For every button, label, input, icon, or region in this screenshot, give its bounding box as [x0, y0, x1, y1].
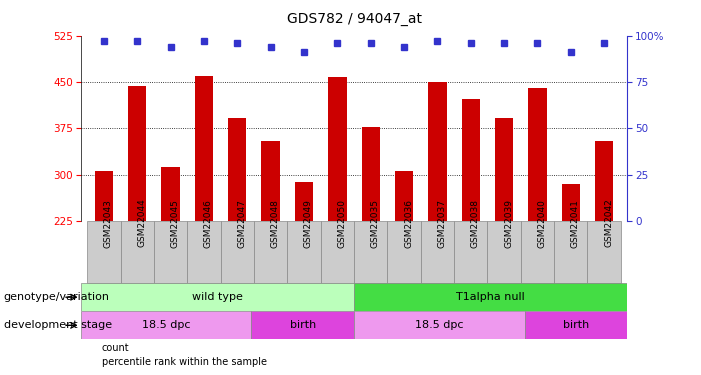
- Bar: [395, 171, 413, 221]
- Bar: [81, 311, 252, 339]
- Bar: [81, 283, 354, 311]
- Bar: [187, 221, 221, 283]
- Text: GSM22042: GSM22042: [604, 199, 613, 248]
- Text: 18.5 dpc: 18.5 dpc: [142, 320, 190, 330]
- Bar: [128, 86, 147, 221]
- Bar: [521, 221, 554, 283]
- Bar: [261, 141, 280, 221]
- Bar: [461, 99, 480, 221]
- Text: GSM22050: GSM22050: [337, 199, 346, 248]
- Bar: [421, 221, 454, 283]
- Bar: [529, 88, 547, 221]
- Bar: [354, 283, 627, 311]
- Bar: [525, 311, 627, 339]
- Text: GSM22036: GSM22036: [404, 199, 413, 248]
- Text: birth: birth: [290, 320, 316, 330]
- Text: GSM22046: GSM22046: [204, 199, 213, 248]
- Bar: [161, 167, 179, 221]
- Bar: [228, 118, 247, 221]
- Bar: [354, 311, 525, 339]
- Text: wild type: wild type: [192, 292, 243, 302]
- Text: T1alpha null: T1alpha null: [456, 292, 525, 302]
- Text: GSM22038: GSM22038: [470, 199, 479, 248]
- Text: GSM22045: GSM22045: [170, 199, 179, 248]
- Bar: [121, 221, 154, 283]
- Text: percentile rank within the sample: percentile rank within the sample: [102, 357, 266, 368]
- Text: GSM22041: GSM22041: [571, 199, 580, 248]
- Bar: [562, 184, 580, 221]
- Bar: [295, 182, 313, 221]
- Bar: [388, 221, 421, 283]
- Bar: [254, 221, 287, 283]
- Text: count: count: [102, 343, 129, 353]
- Text: GDS782 / 94047_at: GDS782 / 94047_at: [287, 12, 421, 26]
- Text: GSM22037: GSM22037: [437, 199, 447, 248]
- Bar: [287, 221, 320, 283]
- Bar: [88, 221, 121, 283]
- Text: GSM22047: GSM22047: [238, 199, 246, 248]
- Bar: [195, 76, 213, 221]
- Bar: [487, 221, 521, 283]
- Text: development stage: development stage: [4, 320, 111, 330]
- Text: GSM22048: GSM22048: [271, 199, 280, 248]
- Bar: [587, 221, 620, 283]
- Bar: [428, 82, 447, 221]
- Text: GSM22035: GSM22035: [371, 199, 380, 248]
- Bar: [154, 221, 187, 283]
- Bar: [362, 127, 380, 221]
- Text: genotype/variation: genotype/variation: [4, 292, 109, 302]
- Bar: [354, 221, 388, 283]
- Text: GSM22043: GSM22043: [104, 199, 113, 248]
- Text: birth: birth: [563, 320, 590, 330]
- Bar: [495, 118, 513, 221]
- Bar: [595, 141, 613, 221]
- Text: GSM22039: GSM22039: [504, 199, 513, 248]
- Bar: [554, 221, 587, 283]
- Bar: [252, 311, 354, 339]
- Text: 18.5 dpc: 18.5 dpc: [415, 320, 463, 330]
- Bar: [221, 221, 254, 283]
- Text: GSM22044: GSM22044: [137, 199, 147, 248]
- Bar: [454, 221, 487, 283]
- Bar: [95, 171, 113, 221]
- Bar: [320, 221, 354, 283]
- Text: GSM22049: GSM22049: [304, 199, 313, 248]
- Bar: [328, 77, 346, 221]
- Text: GSM22040: GSM22040: [538, 199, 546, 248]
